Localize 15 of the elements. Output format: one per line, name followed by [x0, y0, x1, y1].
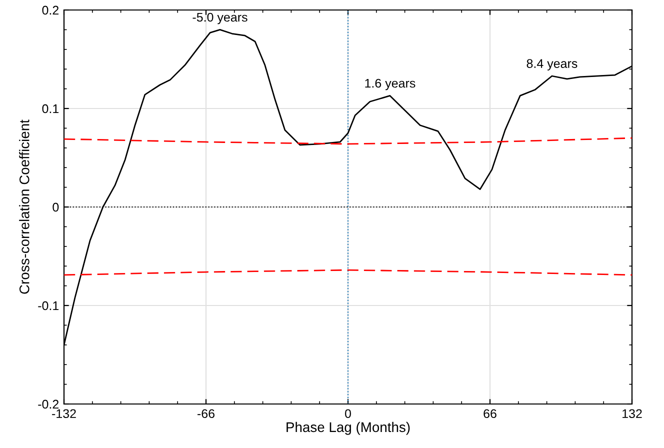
x-tick-label: 66	[484, 409, 496, 418]
y-tick-label: 0	[52, 202, 59, 212]
y-tick-label: 0.2	[42, 6, 59, 15]
annotation: -5.0 years	[192, 12, 248, 24]
y-tick-label: -0.2	[38, 400, 59, 409]
annotation: 1.6 years	[365, 78, 416, 90]
y-tick-label: 0.1	[42, 104, 59, 114]
y-tick-label: -0.1	[38, 301, 59, 310]
x-tick-label: 0	[345, 409, 351, 418]
y-axis-title: Cross-correlation Coefficient	[19, 120, 30, 294]
x-tick-label: -66	[198, 409, 214, 418]
x-tick-label: 132	[622, 409, 642, 418]
annotation: 8.4 years	[526, 59, 578, 70]
x-tick-label: -132	[52, 409, 76, 418]
x-axis-title: Phase Lag (Months)	[286, 422, 410, 435]
